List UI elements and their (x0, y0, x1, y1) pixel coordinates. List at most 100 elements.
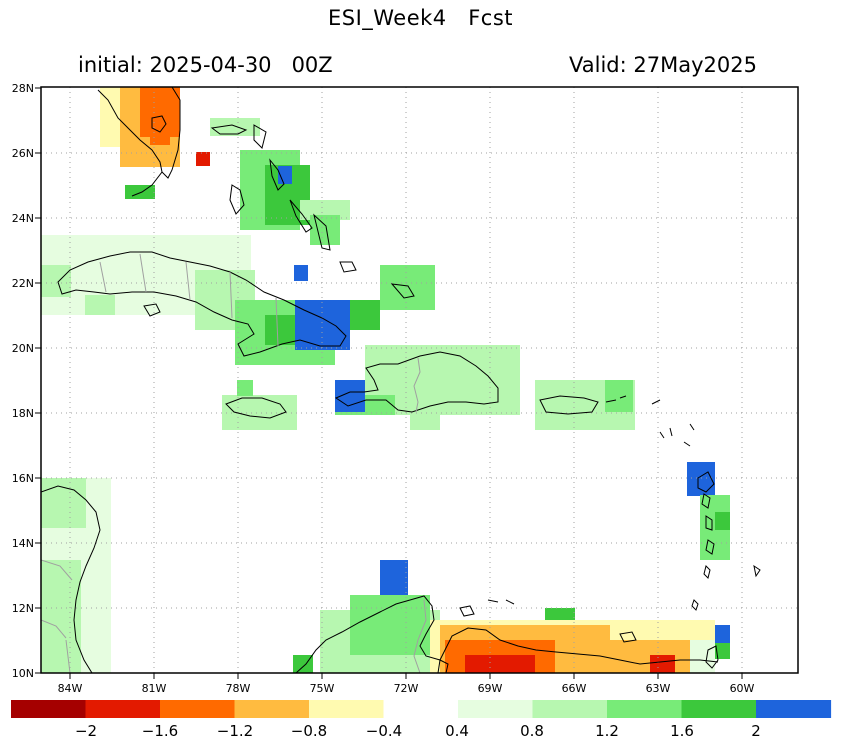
anomaly-cell (715, 512, 730, 530)
colorbar-swatch (607, 700, 683, 718)
anomaly-cell (350, 595, 430, 655)
lake-maracaibo (437, 659, 449, 673)
lon-label: 84W (58, 682, 83, 695)
anomaly-cell (41, 265, 71, 297)
bahamas-exuma (289, 199, 313, 233)
cuba-coast (57, 251, 347, 357)
colorbar-label: 2 (751, 722, 761, 740)
anomaly-cell (410, 395, 440, 430)
country-borders (41, 253, 427, 673)
lat-label: 16N (12, 472, 34, 485)
colorbar-label: −1.6 (142, 722, 178, 740)
colombia-venezuela-border (413, 599, 427, 673)
valid-date-label: Valid: 27May2025 (569, 53, 757, 77)
lon-label: 66W (562, 682, 587, 695)
colorbar-swatch (383, 700, 459, 718)
bahamas-abaco (253, 124, 267, 149)
guadeloupe (697, 471, 715, 493)
anomaly-cell (294, 265, 308, 281)
lat-label: 18N (12, 407, 34, 420)
lake-okeechobee (151, 115, 167, 133)
anomaly-cell (380, 265, 435, 310)
longitude-labels: 84W 81W 78W 75W 72W 69W 66W 63W 60W (58, 682, 755, 695)
colorbar-swatch (85, 700, 161, 718)
colorbar-label: 0.8 (520, 722, 544, 740)
latitude-labels: 28N 26N 24N 22N 20N 18N 16N 14N 12N 10N (12, 82, 34, 680)
haiti-dr-border (413, 357, 421, 413)
map-title: ESI_Week4 Fcst (327, 6, 513, 30)
cuba-provinces (99, 253, 279, 347)
lat-label: 10N (12, 667, 34, 680)
barbados (753, 564, 761, 578)
colorbar-label: 1.2 (595, 722, 619, 740)
lat-lon-grid (41, 87, 798, 673)
lon-label: 72W (394, 682, 419, 695)
virgin-islands (605, 395, 627, 403)
puerto-rico-coast (539, 395, 599, 415)
anomaly-cell (715, 643, 730, 659)
colorbar-swatch (458, 700, 534, 718)
bahamas-eleuthera (269, 158, 285, 191)
lon-label: 81W (142, 682, 167, 695)
lon-label: 69W (478, 682, 503, 695)
colombia-venezuela-coast (295, 595, 719, 673)
colorbar (11, 700, 832, 718)
anomaly-cell (350, 300, 380, 330)
colorbar-label: −2 (75, 722, 97, 740)
initial-time-label: initial: 2025-04-30 00Z (78, 53, 333, 77)
lat-label: 20N (12, 342, 34, 355)
colorbar-swatch (756, 700, 832, 718)
central-america-coast (41, 485, 101, 673)
hispaniola-coast (334, 351, 499, 413)
anomaly-cell (196, 152, 210, 166)
abc-islands (459, 599, 515, 617)
martinique (705, 515, 713, 531)
anomaly-cell (465, 655, 535, 673)
coastlines (41, 87, 761, 673)
anomaly-cell (210, 118, 260, 136)
florida-coast (97, 87, 181, 197)
colorbar-label: 1.6 (670, 722, 694, 740)
bahamas-south (313, 213, 331, 251)
anomaly-cell (41, 478, 86, 528)
colorbar-label: 0.4 (445, 722, 469, 740)
anomaly-cell (605, 380, 633, 412)
lat-label: 12N (12, 602, 34, 615)
colorbar-labels: −2 −1.6 −1.2 −0.8 −0.4 0.4 0.8 1.2 1.6 2 (75, 722, 761, 740)
lat-label: 24N (12, 212, 34, 225)
colorbar-swatch (309, 700, 385, 718)
anomaly-cell (237, 380, 253, 396)
trinidad-coast (705, 645, 719, 669)
margarita (619, 631, 637, 643)
lat-label: 26N (12, 147, 34, 160)
st-vincent (703, 565, 711, 579)
anomaly-cell (278, 166, 292, 184)
bahamas-inagua (339, 261, 357, 273)
colorbar-swatch (681, 700, 757, 718)
central-america-border (41, 559, 73, 673)
lat-label: 28N (12, 82, 34, 95)
st-lucia (705, 539, 715, 555)
anomaly-cell (125, 185, 155, 199)
bahamas-grand (210, 124, 248, 135)
colorbar-label: −1.2 (217, 722, 253, 740)
colorbar-swatch (532, 700, 608, 718)
lon-label: 60W (730, 682, 755, 695)
axis-ticks (35, 87, 743, 679)
anomaly-cell (650, 655, 675, 673)
anomaly-cell (687, 462, 715, 496)
lon-label: 75W (310, 682, 335, 695)
lat-label: 14N (12, 537, 34, 550)
colorbar-label: −0.4 (366, 722, 402, 740)
anomaly-cell (310, 215, 340, 245)
colorbar-label: −0.8 (291, 722, 327, 740)
grenada (691, 599, 699, 611)
turks-caicos (390, 283, 415, 299)
jamaica-coast (225, 397, 287, 419)
anomaly-cell (41, 560, 81, 673)
lon-label: 63W (646, 682, 671, 695)
anomaly-cell (293, 655, 313, 673)
lon-label: 78W (226, 682, 251, 695)
colorbar-swatch (160, 700, 236, 718)
